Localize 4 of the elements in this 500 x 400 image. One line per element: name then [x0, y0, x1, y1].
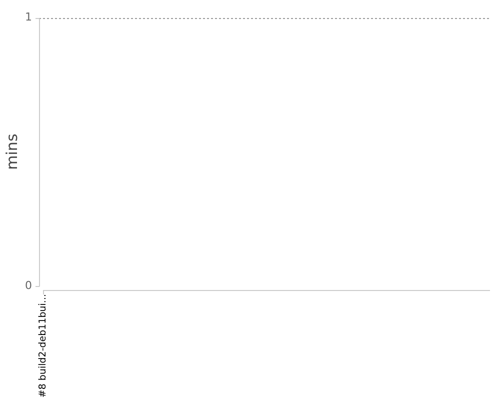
x-tick-label: #8 build2-deb11bui...: [37, 294, 48, 398]
y-axis-title: mins: [2, 134, 21, 170]
y-tick-label: 0: [25, 278, 32, 292]
y-tick-label: 1: [25, 10, 32, 24]
